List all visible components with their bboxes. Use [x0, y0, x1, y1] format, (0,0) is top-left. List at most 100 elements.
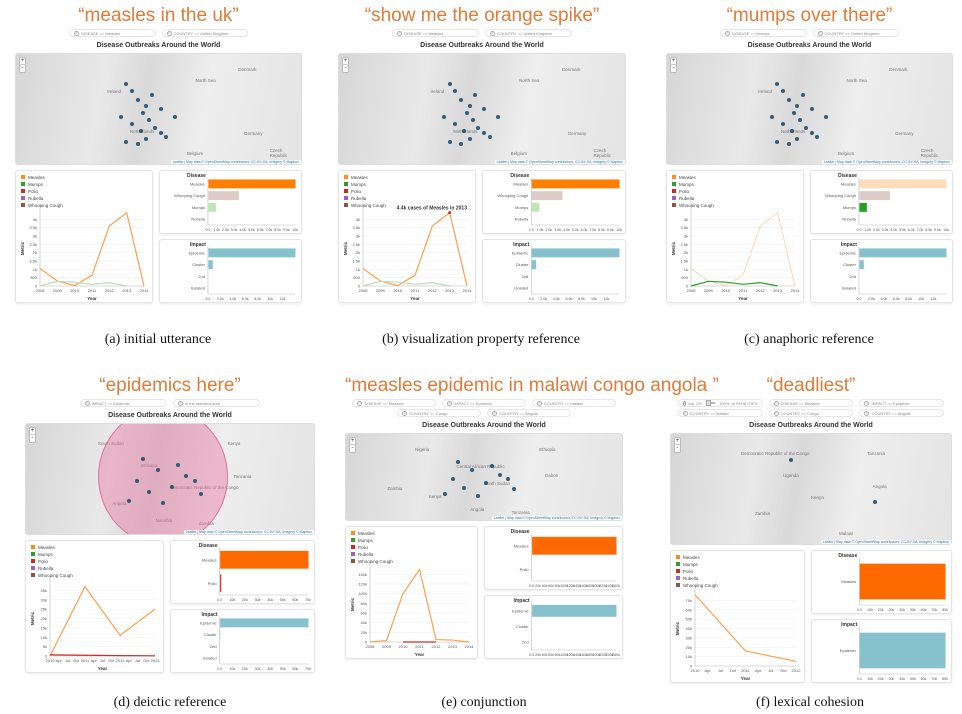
series-line-measles[interactable] [49, 585, 156, 657]
legend-label[interactable]: Mumps [351, 182, 367, 187]
map-attribution[interactable]: Leaflet | Map data © OpenStreetMap contr… [494, 160, 625, 164]
outbreak-marker[interactable] [809, 131, 814, 135]
outbreak-marker[interactable] [482, 106, 486, 111]
bar-category-label[interactable]: Cluster [516, 262, 529, 267]
map-attribution[interactable]: Leaflet | Map data © OpenStreetMap contr… [491, 516, 622, 520]
outbreak-marker[interactable] [135, 479, 140, 483]
bar-category-label[interactable]: Measles [841, 579, 856, 584]
legend-swatch[interactable] [21, 203, 25, 207]
legend-label[interactable]: Whooping Cough [683, 583, 718, 588]
legend-swatch[interactable] [672, 203, 676, 207]
outbreak-marker[interactable] [118, 114, 123, 119]
bar[interactable] [859, 632, 946, 669]
outbreak-marker[interactable] [175, 462, 180, 467]
legend-label[interactable]: Rubella [679, 196, 695, 201]
bar-category-label[interactable]: Whooping Cough [825, 193, 856, 198]
legend-label[interactable]: Rubella [351, 196, 367, 201]
bar-category-label[interactable]: Isolated [203, 656, 217, 661]
bar[interactable] [859, 202, 867, 212]
legend-swatch[interactable] [351, 559, 355, 563]
outbreak-marker[interactable] [815, 135, 820, 140]
bar-category-label[interactable]: 2nd [522, 274, 529, 279]
filter-pill[interactable]: × COUNTRY == Malawi [677, 409, 763, 417]
legend-swatch[interactable] [344, 189, 348, 193]
outbreak-marker[interactable] [872, 500, 877, 504]
legend-label[interactable]: Rubella [28, 196, 44, 201]
outbreak-marker[interactable] [198, 492, 203, 497]
filter-pill[interactable]: × COUNTRY == United Kingdom [812, 29, 899, 37]
zoom-out-button[interactable]: - [672, 65, 675, 71]
outbreak-marker[interactable] [130, 89, 134, 94]
series-line-measles[interactable] [362, 211, 468, 287]
zoom-in-button[interactable]: + [30, 428, 35, 435]
legend-swatch[interactable] [351, 545, 355, 549]
legend-label[interactable]: Rubella [683, 576, 699, 581]
bar[interactable] [220, 574, 222, 593]
bar-category-label[interactable]: Measles [514, 543, 529, 548]
bar-category-label[interactable]: Rubella [191, 217, 205, 222]
filter-pill[interactable]: × top 1% 100% of FATALITIES [677, 399, 763, 407]
bar[interactable] [220, 618, 309, 628]
outbreak-marker[interactable] [470, 468, 475, 473]
outbreak-marker[interactable] [476, 125, 481, 130]
outbreak-marker[interactable] [447, 81, 452, 86]
legend-label[interactable]: Whooping Cough [28, 203, 63, 208]
zoom-in-button[interactable]: + [20, 58, 25, 65]
outbreak-marker[interactable] [803, 125, 808, 130]
bar-category-label[interactable]: Cluster [843, 262, 856, 267]
remove-filter-icon[interactable]: × [402, 410, 408, 416]
bar-category-label[interactable]: Polio [208, 581, 218, 586]
filter-pill[interactable]: × COUNTRY == Congo [397, 409, 481, 417]
outbreak-marker[interactable] [124, 139, 129, 144]
outbreak-marker[interactable] [158, 131, 163, 135]
outbreak-marker[interactable] [496, 114, 501, 119]
legend-swatch[interactable] [672, 175, 676, 179]
bar-category-label[interactable]: Isolated [191, 286, 205, 291]
outbreak-marker[interactable] [184, 473, 189, 478]
legend-label[interactable]: Measles [683, 555, 701, 560]
zoom-in-button[interactable]: + [675, 438, 680, 445]
legend-label[interactable]: Measles [38, 545, 56, 550]
outbreak-marker[interactable] [124, 81, 129, 86]
outbreak-marker[interactable] [138, 128, 143, 133]
series-line-mumps[interactable] [362, 280, 450, 287]
outbreak-marker[interactable] [511, 487, 516, 492]
outbreak-marker[interactable] [135, 98, 140, 102]
map-attribution[interactable]: Leaflet | Map data © OpenStreetMap contr… [170, 160, 301, 164]
outbreak-marker[interactable] [464, 111, 469, 116]
map[interactable]: + - South Sudan Ethiopia Democratic Republic… [25, 423, 315, 535]
bar-category-label[interactable]: Cluster [516, 624, 529, 629]
bar[interactable] [531, 202, 540, 212]
outbreak-marker[interactable] [475, 494, 480, 499]
legend-swatch[interactable] [351, 552, 355, 556]
outbreak-marker[interactable] [792, 111, 797, 116]
bar[interactable] [208, 202, 216, 212]
legend-label[interactable]: Whooping Cough [351, 203, 386, 208]
series-line-polio[interactable] [49, 654, 156, 657]
legend-swatch[interactable] [672, 182, 676, 186]
legend-label[interactable]: Polio [28, 189, 39, 194]
remove-filter-icon[interactable]: × [178, 400, 183, 406]
bar-category-label[interactable]: Measles [190, 181, 205, 186]
zoom-out-button[interactable]: - [21, 65, 24, 71]
legend-swatch[interactable] [31, 559, 35, 563]
outbreak-marker[interactable] [459, 142, 464, 146]
bar-category-label[interactable]: Epidemic [512, 608, 528, 613]
filter-pill[interactable]: × COUNTRY == United Kingdom [161, 29, 248, 37]
bar-category-label[interactable]: Measles [841, 181, 856, 186]
legend-swatch[interactable] [344, 196, 348, 200]
bar-category-label[interactable]: Isolated [514, 286, 528, 291]
legend-swatch[interactable] [31, 566, 35, 570]
outbreak-marker[interactable] [786, 142, 791, 146]
outbreak-marker[interactable] [172, 114, 177, 119]
fatalities-slider[interactable] [705, 400, 716, 406]
bar-category-label[interactable]: Cluster [204, 632, 217, 637]
bar[interactable] [208, 248, 296, 258]
bar-category-label[interactable]: Mumps [515, 205, 528, 210]
filter-pill[interactable]: × IMPACT == Epidemic [442, 399, 526, 407]
outbreak-marker[interactable] [487, 135, 492, 140]
legend-label[interactable]: Mumps [679, 182, 695, 187]
outbreak-marker[interactable] [459, 98, 464, 102]
remove-filter-icon[interactable]: × [682, 400, 687, 406]
legend-label[interactable]: Measles [358, 531, 376, 536]
